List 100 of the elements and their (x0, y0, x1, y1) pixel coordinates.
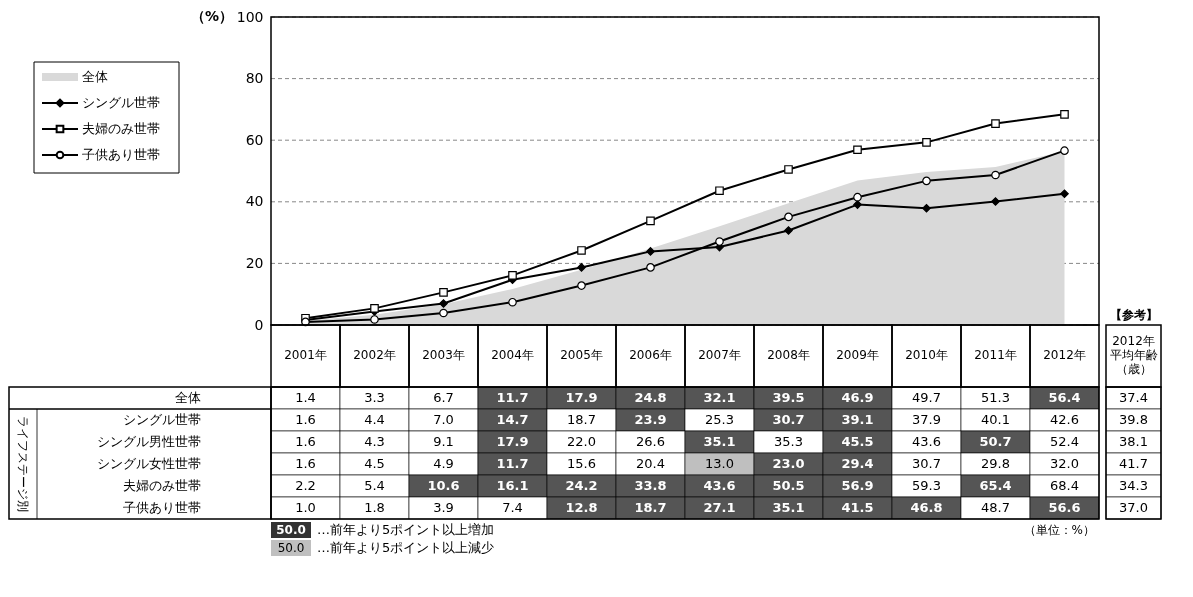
data-label: 14.7 (496, 412, 529, 427)
data-label: 32.0 (1050, 456, 1079, 471)
data-label: 24.8 (634, 390, 667, 405)
data-label: 29.4 (841, 456, 874, 471)
y-tick-label: 全体 (175, 390, 201, 405)
y-tick-label: 100 (236, 8, 264, 25)
data-label: 15.6 (567, 456, 596, 471)
x-tick-label: 2003年 (422, 347, 465, 362)
data-label: 1.6 (295, 456, 316, 471)
data-label: 35.1 (703, 434, 736, 449)
x-tick-label: 2005年 (560, 347, 603, 362)
data-label: 68.4 (1050, 478, 1079, 493)
y-tick-label: シングル世帯 (123, 412, 201, 427)
data-label: 7.0 (433, 412, 454, 427)
data-label: 46.9 (841, 390, 874, 405)
legend-label: 夫婦のみ世帯 (82, 121, 160, 136)
x-tick-label: 2001年 (284, 347, 327, 362)
data-label: 42.6 (1050, 412, 1079, 427)
data-label: 51.3 (981, 390, 1010, 405)
data-label: 4.5 (364, 456, 385, 471)
data-label: 26.6 (636, 434, 665, 449)
x-tick-label: 2004年 (491, 347, 534, 362)
data-label: 4.4 (364, 412, 385, 427)
data-label: 27.1 (703, 500, 736, 515)
data-label: 43.6 (912, 434, 941, 449)
data-label: 22.0 (567, 434, 596, 449)
data-label: 35.3 (774, 434, 803, 449)
data-label: 33.8 (634, 478, 667, 493)
data-label: 16.1 (496, 478, 529, 493)
data-label: 20.4 (636, 456, 665, 471)
legend-label: 子供あり世帯 (82, 147, 160, 162)
data-label: 56.4 (1048, 390, 1081, 405)
y-tick-label: 20 (245, 254, 264, 271)
text: 50.0 (276, 523, 306, 537)
data-label: 5.4 (364, 478, 385, 493)
data-label: 50.7 (979, 434, 1012, 449)
data-label: 3.9 (433, 500, 454, 515)
data-label: 41.7 (1119, 456, 1148, 471)
data-label: 25.3 (705, 412, 734, 427)
data-label: 6.7 (433, 390, 454, 405)
data-label: 23.9 (634, 412, 667, 427)
legend-label: シングル世帯 (82, 95, 160, 110)
data-label: 17.9 (565, 390, 598, 405)
data-label: 35.1 (772, 500, 805, 515)
y-tick-label: シングル女性世帯 (97, 456, 201, 471)
x-tick-label: 2009年 (836, 347, 879, 362)
data-label: 18.7 (567, 412, 596, 427)
text: （単位：%） (1023, 523, 1095, 537)
data-label: 52.4 (1050, 434, 1079, 449)
data-label: 43.6 (703, 478, 736, 493)
data-label: 10.6 (427, 478, 460, 493)
data-label: 37.0 (1119, 500, 1148, 515)
y-tick-label: 0 (254, 316, 264, 333)
data-label: 12.8 (565, 500, 598, 515)
data-label: 37.4 (1119, 390, 1148, 405)
data-label: 3.3 (364, 390, 385, 405)
data-label: 30.7 (772, 412, 805, 427)
data-label: 45.5 (841, 434, 874, 449)
data-label: 23.0 (772, 456, 805, 471)
legend-label: 全体 (82, 69, 108, 84)
data-label: 59.3 (912, 478, 941, 493)
data-label: 2.2 (295, 478, 316, 493)
data-label: 29.8 (981, 456, 1010, 471)
x-tick-label: 2010年 (905, 347, 948, 362)
data-label: 32.1 (703, 390, 736, 405)
y-tick-label: 80 (245, 70, 264, 87)
x-tick-label: 2012年 (1043, 347, 1086, 362)
data-label: 13.0 (705, 456, 734, 471)
x-tick-label: 2007年 (698, 347, 741, 362)
y-tick-label: シングル男性世帯 (97, 434, 201, 449)
text: 50.0 (277, 541, 305, 555)
x-tick-label: 2012年平均年齢（歳） (1109, 333, 1158, 376)
x-tick-label: 2006年 (629, 347, 672, 362)
data-label: 41.5 (841, 500, 874, 515)
data-label: 4.3 (364, 434, 385, 449)
x-tick-label: 2002年 (353, 347, 396, 362)
data-label: 48.7 (981, 500, 1010, 515)
data-label: 50.5 (772, 478, 805, 493)
data-label: 18.7 (634, 500, 667, 515)
text: 【参考】 (1109, 308, 1158, 322)
y-tick-label: 60 (245, 131, 264, 148)
data-label: 7.4 (502, 500, 523, 515)
data-label: 1.0 (295, 500, 316, 515)
text: …前年より5ポイント以上増加 (317, 522, 495, 537)
data-label: 11.7 (496, 456, 529, 471)
x-tick-label: 2011年 (974, 347, 1017, 362)
data-label: 1.8 (364, 500, 385, 515)
data-label: 40.1 (981, 412, 1010, 427)
data-label: 1.6 (295, 434, 316, 449)
data-label: 1.4 (295, 390, 316, 405)
y-tick-label: 子供あり世帯 (123, 500, 201, 515)
data-label: 65.4 (979, 478, 1012, 493)
data-label: 39.1 (841, 412, 874, 427)
data-label: 39.5 (772, 390, 805, 405)
data-label: 49.7 (912, 390, 941, 405)
y-tick-label: 40 (245, 193, 264, 210)
data-label: 39.8 (1119, 412, 1148, 427)
data-label: 56.6 (1048, 500, 1081, 515)
x-tick-label: 2008年 (767, 347, 810, 362)
data-label: 34.3 (1119, 478, 1148, 493)
